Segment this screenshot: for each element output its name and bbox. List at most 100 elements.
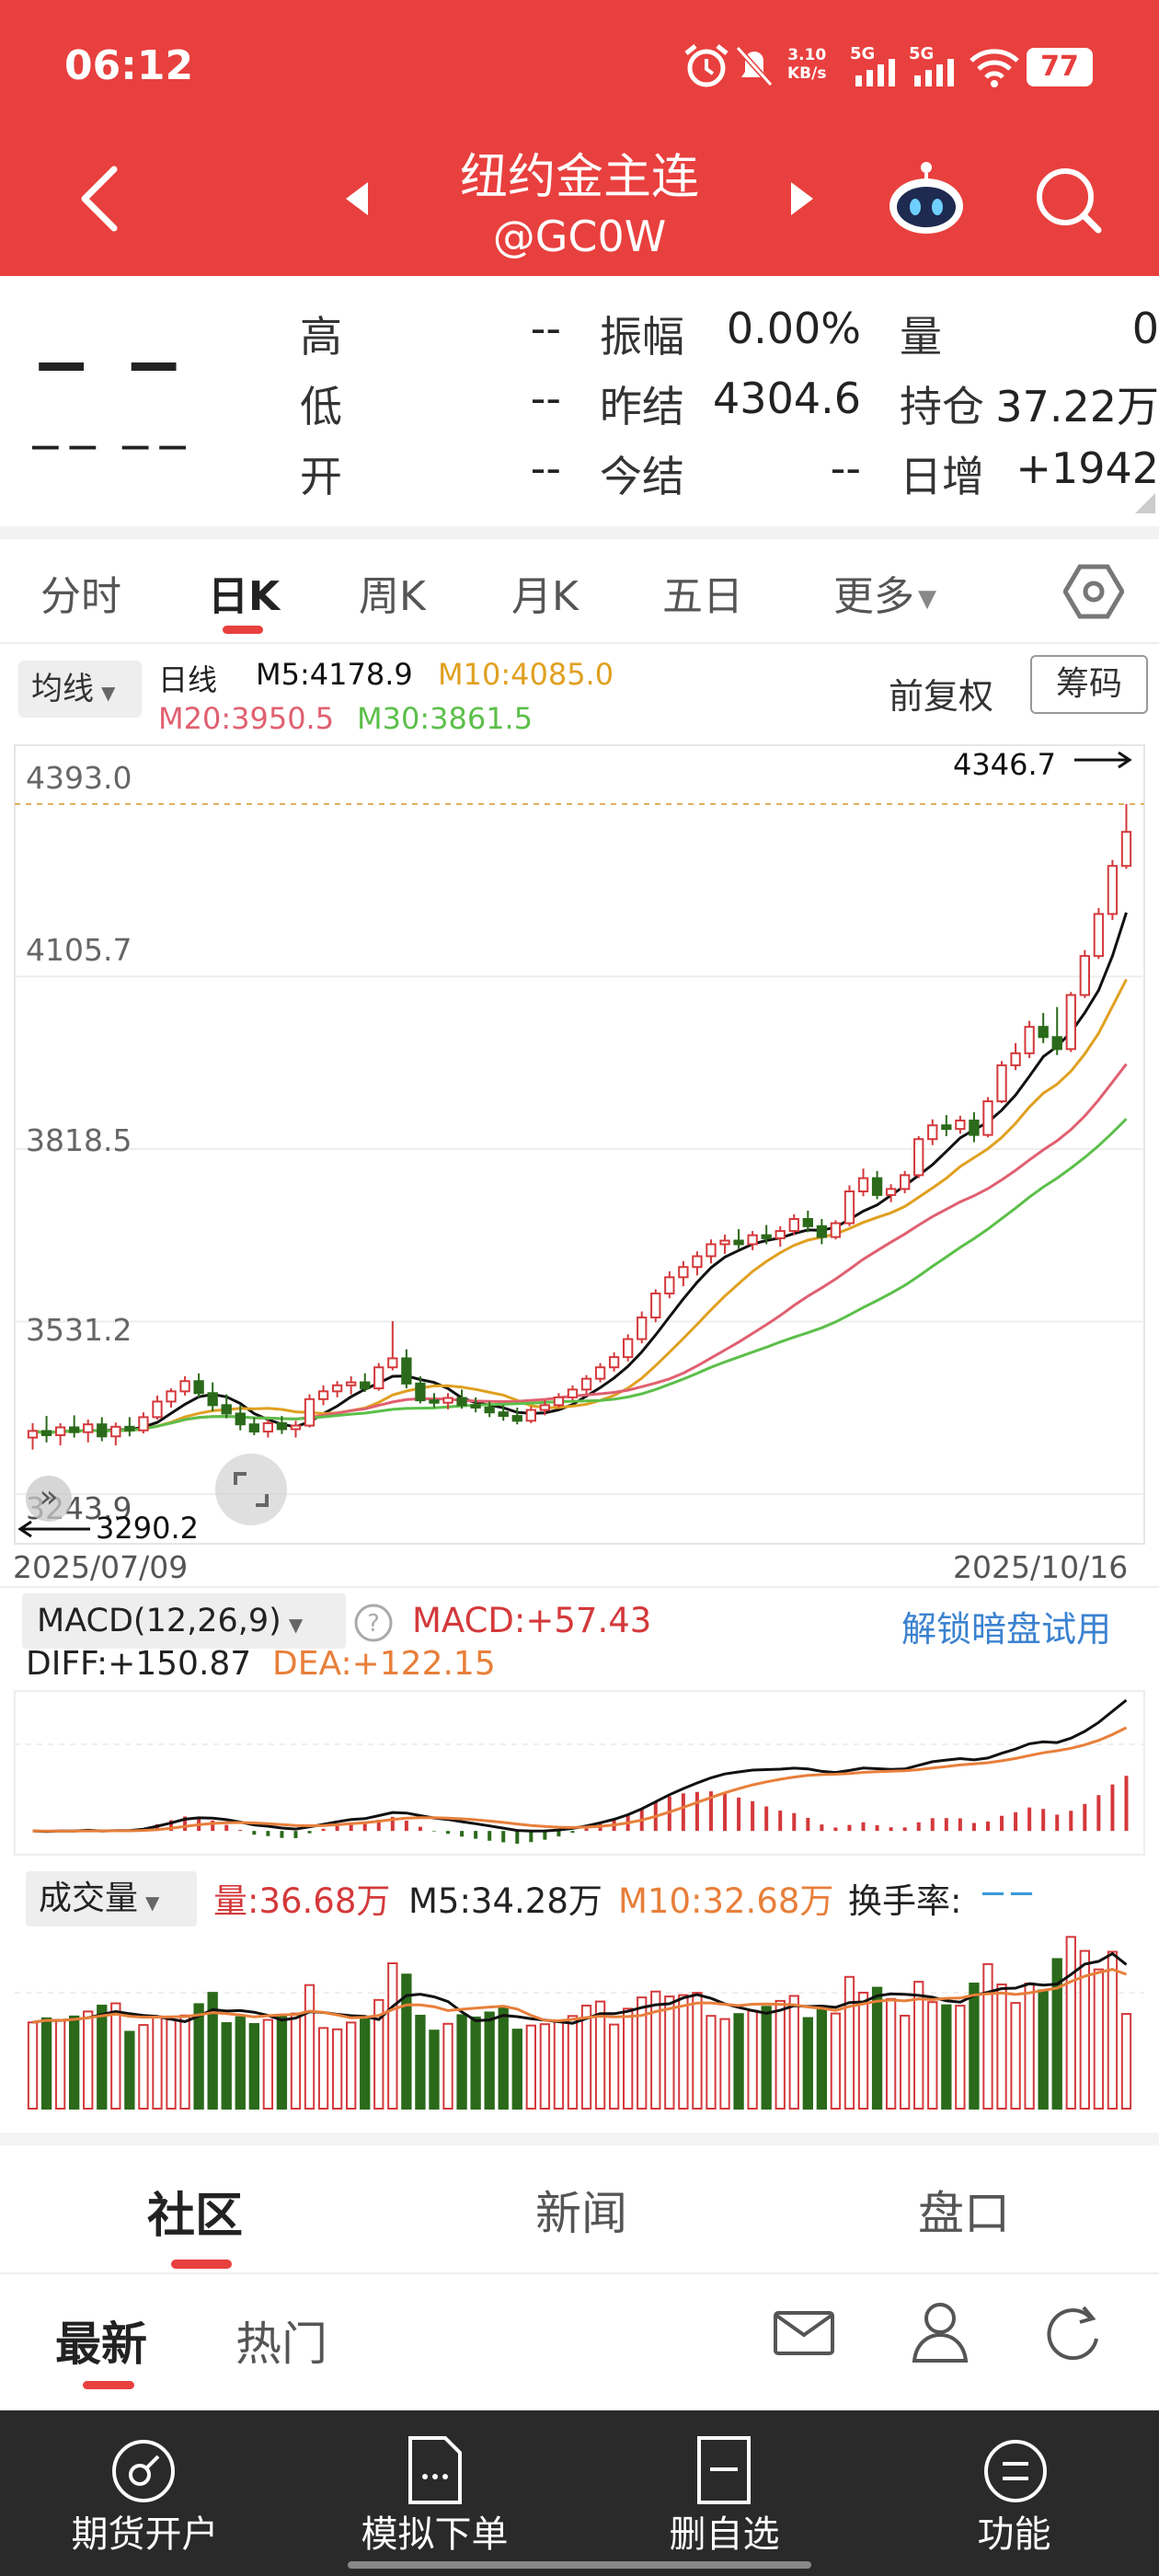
candle-body [69,1426,80,1433]
expand-left-icon[interactable]: » [26,1476,72,1522]
tab-more-label: 更多 [833,573,914,620]
kline-chart[interactable] [0,743,1159,1553]
net-speed: 3.10 KB/s [787,46,827,83]
tab-five-day[interactable]: 五日 [662,573,743,620]
candle-body [456,1397,467,1407]
tab-more[interactable]: 更多 ▼ [833,563,936,622]
ma20-line [32,1063,1128,1435]
volume-bar [637,1996,648,2110]
left-arrow-icon [17,1520,90,1538]
divider [0,2272,1159,2274]
candle-body [539,1404,551,1411]
volume-bar [1093,1968,1105,2110]
settings-hex-icon[interactable] [1063,563,1124,620]
candle-body [623,1338,634,1359]
candle-body [580,1377,592,1391]
section-tab-news[interactable]: 新闻 [535,2187,627,2240]
daily-increase-label: 日增 [900,452,984,501]
volume-label: 量 [900,312,942,362]
section-tab-orderbook[interactable]: 盘口 [918,2187,1010,2240]
volume-selector[interactable]: 成交量 ▼ [26,1871,197,1926]
volume-bar [1107,1950,1119,2110]
macd-selector[interactable]: MACD(12,26,9) ▼ [22,1593,346,1649]
candle-body [27,1430,39,1439]
right-arrow-icon [1074,751,1132,769]
volume-bar [608,2023,620,2110]
chevron-down-icon: ▼ [101,682,116,704]
macd-chart[interactable] [0,1689,1159,1857]
volume-chart[interactable] [0,1919,1159,2125]
volume-bar [1038,1989,1049,2110]
amplitude-label: 振幅 [600,312,684,362]
chevron-down-icon: ▼ [918,585,936,613]
subtab-latest[interactable]: 最新 [55,2317,147,2371]
tab-daily-k[interactable]: 日K [208,573,281,620]
volume-bar [221,2022,232,2110]
candle-body [900,1174,911,1190]
nav-simulated-order[interactable]: 模拟下单 [361,2513,509,2556]
unlock-darkpool-link[interactable]: 解锁暗盘试用 [901,1609,1112,1650]
candle-body [207,1392,218,1407]
candle-body [594,1366,606,1380]
candle-body [1038,1026,1049,1039]
volume-bar [982,1962,993,2110]
tab-intraday[interactable]: 分时 [40,573,121,620]
sig2-text: 5G [909,44,934,63]
sig1-text: 5G [850,44,875,63]
robot-assistant-icon[interactable] [885,156,968,239]
tab-monthly-k[interactable]: 月K [511,573,579,620]
candle-body [830,1222,842,1238]
volume-bar [816,2007,828,2110]
volume-bar [346,2021,357,2110]
volume-bar [69,2015,80,2110]
refresh-icon[interactable] [1043,2302,1104,2363]
candle-body [969,1119,980,1136]
volume-bar [747,2009,758,2110]
daily-increase-value: +1942 [1016,443,1159,493]
user-icon[interactable] [911,2300,970,2364]
candle-body [553,1396,565,1407]
open-interest-label: 持仓 [900,382,984,431]
candle-body [788,1218,799,1233]
volume-bar [276,2015,288,2110]
mail-icon[interactable] [773,2307,835,2359]
subtab-hot[interactable]: 热门 [235,2317,327,2371]
volume-bar [1024,1982,1035,2110]
kline-frame [14,744,1145,1545]
nav-remove-favorite[interactable]: 删自选 [669,2513,780,2556]
back-arrow-icon[interactable] [77,164,123,234]
nav-futures-account[interactable]: 期货开户 [71,2513,219,2556]
prev-contract-icon[interactable] [342,180,372,217]
signal-icon-2: 5G [909,44,954,86]
volume-selector-label: 成交量 [39,1880,139,1917]
volume-bar [27,2021,39,2110]
nav-functions[interactable]: 功能 [977,2513,1051,2556]
section-tab-community[interactable]: 社区 [147,2189,244,2244]
help-icon[interactable]: ? [353,1603,394,1643]
adjust-mode[interactable]: 前复权 [889,676,994,717]
candle-body [276,1421,288,1431]
open-value: -- [530,443,561,493]
volume-bar [235,2016,246,2110]
quote-panel: − − −− −− 高 -- 低 -- 开 -- 振幅 0.00% 昨结 430… [0,276,1159,526]
volume-bar [996,1983,1007,2110]
active-section-indicator [171,2260,232,2269]
candle-body [843,1190,855,1225]
tab-weekly-k[interactable]: 周K [359,573,426,620]
volume-m10: M10:32.68万 [618,1881,834,1921]
ma-selector[interactable]: 均线 ▼ [18,661,142,718]
today-settle-label: 今结 [600,452,684,501]
candle-body [304,1397,316,1427]
volume-bar [429,2030,440,2110]
volume-m10-line [32,1968,1128,2024]
volume-bar [304,1984,316,2110]
chips-button[interactable]: 筹码 [1030,655,1148,714]
candle-body [678,1266,689,1279]
candle-body [429,1399,440,1404]
svg-text:?: ? [367,1610,380,1638]
volume-bar [969,1983,980,2110]
fullscreen-button[interactable] [215,1454,287,1525]
next-contract-icon[interactable] [787,180,817,217]
search-icon[interactable] [1034,166,1104,236]
last-price: − − [31,324,188,407]
